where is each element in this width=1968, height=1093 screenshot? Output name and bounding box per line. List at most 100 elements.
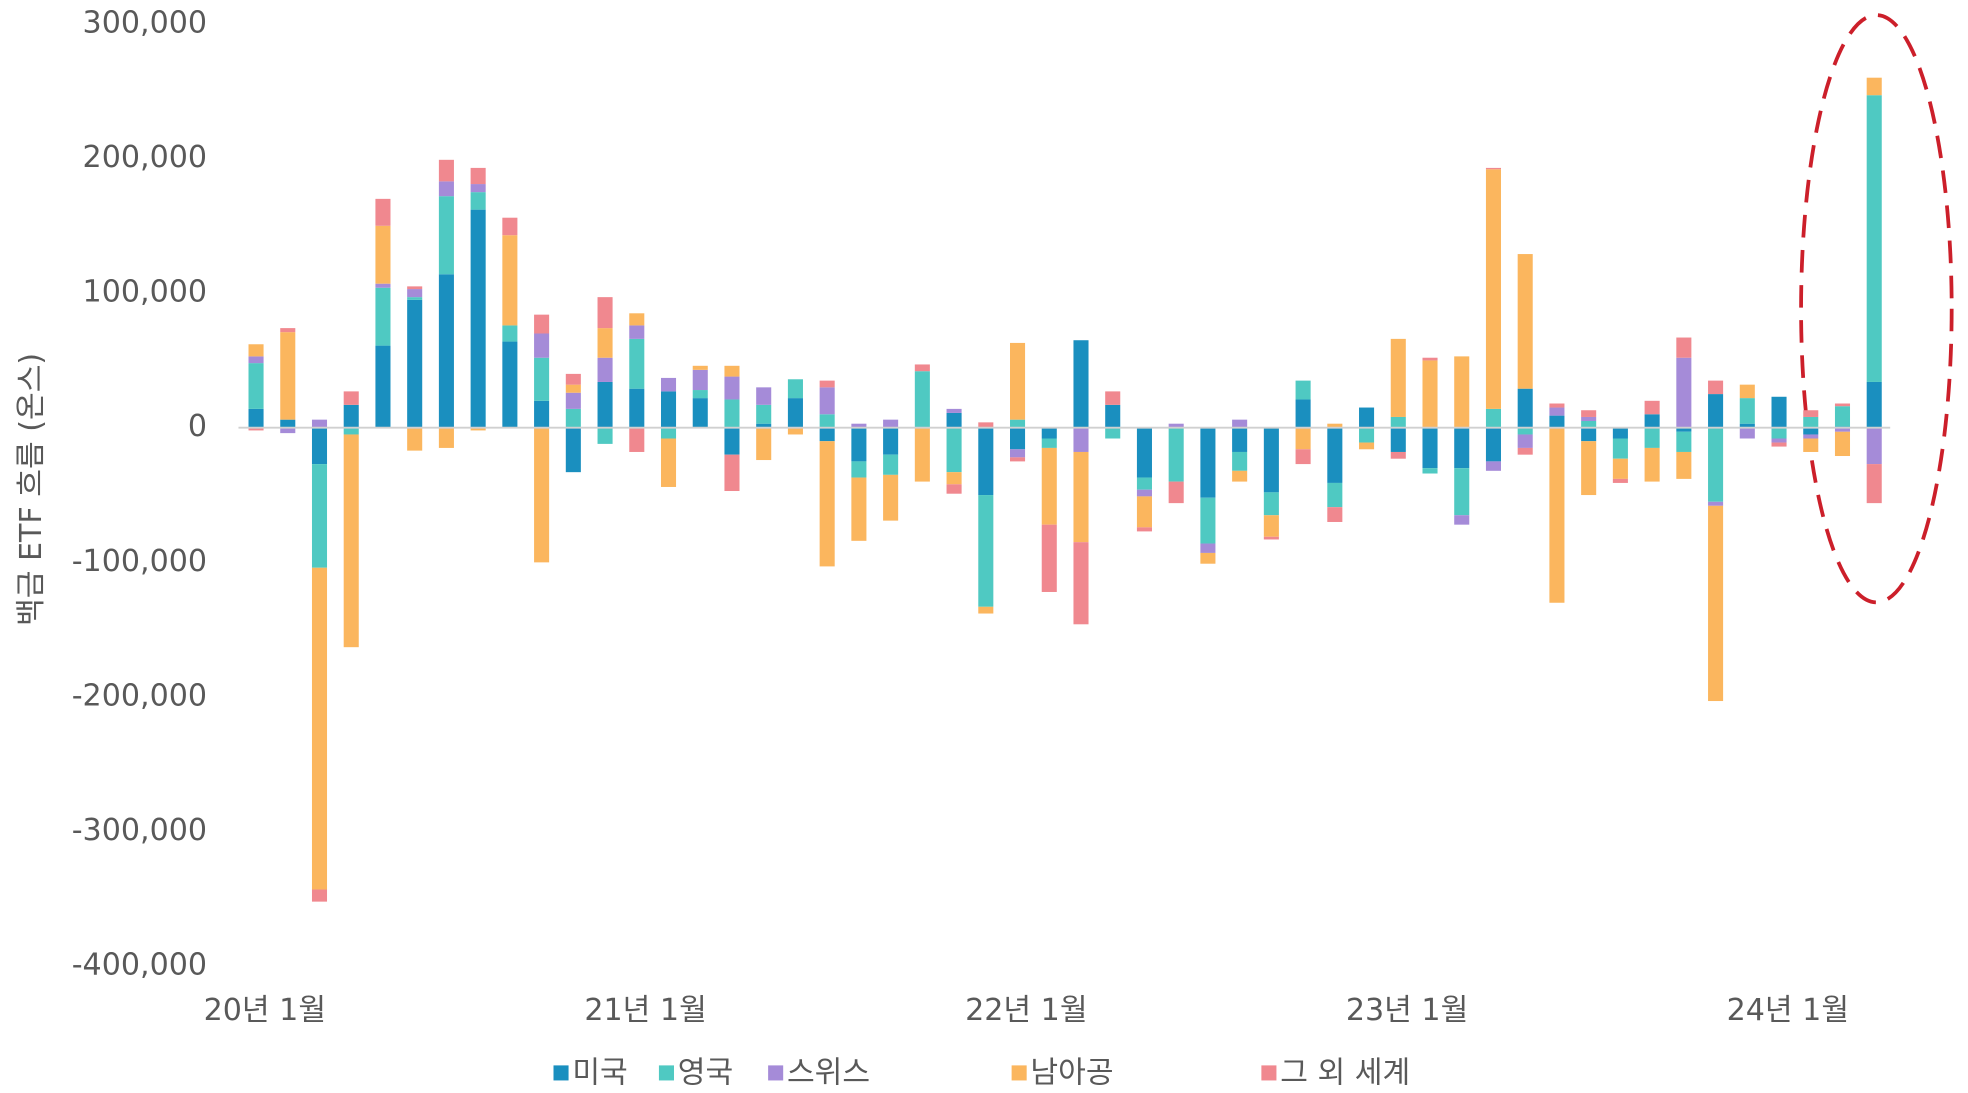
bar-segment xyxy=(248,408,264,428)
bar-segment xyxy=(946,408,962,413)
bar-segment xyxy=(375,345,391,428)
bar-segment xyxy=(1708,427,1724,502)
bar-segment xyxy=(660,427,677,439)
bar-segment xyxy=(597,427,613,444)
bar-segment xyxy=(438,196,454,275)
bar-segment xyxy=(1612,458,1628,479)
bar-segment xyxy=(756,387,772,405)
bar-segment xyxy=(1834,427,1851,432)
bar-segment xyxy=(1612,478,1628,483)
bar-segment xyxy=(1422,468,1438,474)
bar-segment xyxy=(1263,427,1279,493)
bar-segment xyxy=(1485,427,1502,462)
bar-segment xyxy=(1834,403,1851,407)
bar-segment xyxy=(438,274,454,428)
bar-segment xyxy=(629,325,645,339)
bar-segment xyxy=(978,422,994,428)
bar-segment xyxy=(1390,338,1406,417)
bar-segment xyxy=(470,184,486,193)
bar-segment xyxy=(629,388,645,428)
bar-segment xyxy=(1644,427,1660,448)
bar-segment xyxy=(280,332,296,420)
bar-segment xyxy=(1485,169,1502,409)
bar-segment xyxy=(375,287,391,346)
bar-segment xyxy=(1041,524,1057,592)
bar-segment xyxy=(1866,77,1882,96)
x-tick-label: 21년 1월 xyxy=(584,993,706,1028)
bar-segment xyxy=(438,427,454,448)
bar-segment xyxy=(1676,427,1692,432)
bar-segment xyxy=(1168,423,1184,428)
bar-segment xyxy=(1517,447,1533,455)
bar-segment xyxy=(724,376,740,400)
bar-segment xyxy=(343,434,359,648)
y-tick-label: -300,000 xyxy=(72,813,207,848)
legend-swatch xyxy=(1011,1065,1027,1081)
bar-segment xyxy=(1327,423,1343,428)
x-tick-label: 24년 1월 xyxy=(1727,993,1849,1028)
bar-segment xyxy=(1771,396,1787,428)
bar-segment xyxy=(375,225,391,284)
bar-segment xyxy=(1200,552,1216,564)
bar-segment xyxy=(946,472,962,485)
bar-segment xyxy=(1010,449,1026,458)
bar-segment xyxy=(1549,403,1565,408)
bar-segment xyxy=(470,209,486,428)
bar-segment xyxy=(407,299,423,428)
bar-segment xyxy=(1263,536,1279,540)
y-axis-label: 백금 ETF 흐름 (온스) xyxy=(14,353,49,626)
highlight-ellipse xyxy=(1799,13,1954,605)
bar-segment xyxy=(724,399,740,428)
bar-segment xyxy=(1073,427,1089,452)
bar-segment xyxy=(407,427,423,451)
bar-segment xyxy=(1739,423,1755,428)
bar-segment xyxy=(1232,451,1248,471)
bar-segment xyxy=(1073,340,1089,428)
bar-segment xyxy=(1581,416,1597,422)
legend-swatch xyxy=(768,1065,784,1081)
bar-segment xyxy=(883,419,899,428)
bar-segment xyxy=(565,373,581,385)
bar-segment xyxy=(534,357,550,401)
y-tick-label: -200,000 xyxy=(72,678,207,713)
bar-segment xyxy=(375,198,391,226)
legend-swatch xyxy=(553,1065,569,1081)
bar-segment xyxy=(1295,427,1311,450)
bar-segment xyxy=(819,427,835,442)
bar-segment xyxy=(660,377,677,392)
bar-segment xyxy=(724,427,740,455)
bar-segment xyxy=(1010,457,1026,462)
bar-segment xyxy=(248,356,264,364)
legend-swatch xyxy=(658,1065,674,1081)
bar-segment xyxy=(534,400,550,428)
bar-segment xyxy=(343,391,359,405)
bar-segment xyxy=(1708,505,1724,702)
bar-segment xyxy=(534,333,550,358)
bar-segment xyxy=(1200,427,1216,498)
bar-segment xyxy=(787,379,803,399)
bar-segment xyxy=(978,427,994,496)
bar-segment xyxy=(597,297,613,329)
bar-segment xyxy=(978,495,994,607)
bar-segment xyxy=(946,427,962,473)
bar-segment xyxy=(1676,431,1692,452)
bar-segment xyxy=(1739,398,1755,424)
bar-segment xyxy=(1644,400,1660,415)
bar-segment xyxy=(1105,427,1121,439)
bar-segment xyxy=(692,365,708,370)
bar-segment xyxy=(1136,527,1152,532)
bar-segment xyxy=(1390,451,1406,459)
bar-segment xyxy=(1454,427,1470,469)
bar-segment xyxy=(1739,384,1755,399)
bar-segment xyxy=(1232,470,1248,482)
bar-segment xyxy=(502,341,518,428)
bar-segment xyxy=(1422,427,1438,469)
bar-segment xyxy=(1454,515,1470,525)
bar-segment xyxy=(248,363,264,409)
bar-segment xyxy=(1581,421,1597,428)
y-tick-label: 0 xyxy=(188,409,207,444)
bar-segment xyxy=(1168,481,1184,504)
legend-label: 그 외 세계 xyxy=(1280,1056,1410,1091)
bar-segment xyxy=(248,427,264,431)
bar-segment xyxy=(851,423,867,428)
